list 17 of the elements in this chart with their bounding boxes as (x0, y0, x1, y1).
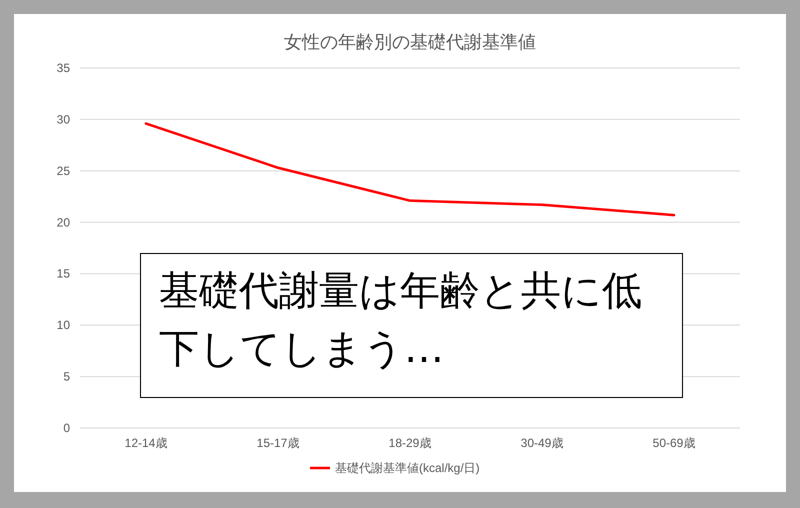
line-series (144, 122, 676, 216)
x-tick-label: 12-14歳 (124, 436, 168, 450)
x-tick-label: 15-17歳 (256, 436, 300, 450)
x-tick-label: 18-29歳 (388, 436, 432, 450)
y-tick-label: 25 (56, 164, 70, 178)
y-tick-label: 30 (56, 112, 70, 126)
chart-title: 女性の年齢別の基礎代謝基準値 (284, 32, 536, 52)
y-tick-label: 0 (63, 421, 70, 435)
y-tick-label: 10 (56, 318, 70, 332)
annotation: 基礎代謝量は年齢と共に低下してしまう… (159, 268, 642, 372)
legend-label: 基礎代謝基準値(kcal/kg/日) (335, 461, 480, 475)
y-tick-label: 15 (56, 266, 70, 281)
y-tick-label: 35 (56, 61, 70, 75)
y-tick-label: 20 (56, 215, 70, 230)
y-tick-label: 5 (63, 370, 70, 384)
x-tick-label: 30-49歳 (520, 436, 564, 450)
x-tick-label: 50-69歳 (652, 436, 696, 450)
